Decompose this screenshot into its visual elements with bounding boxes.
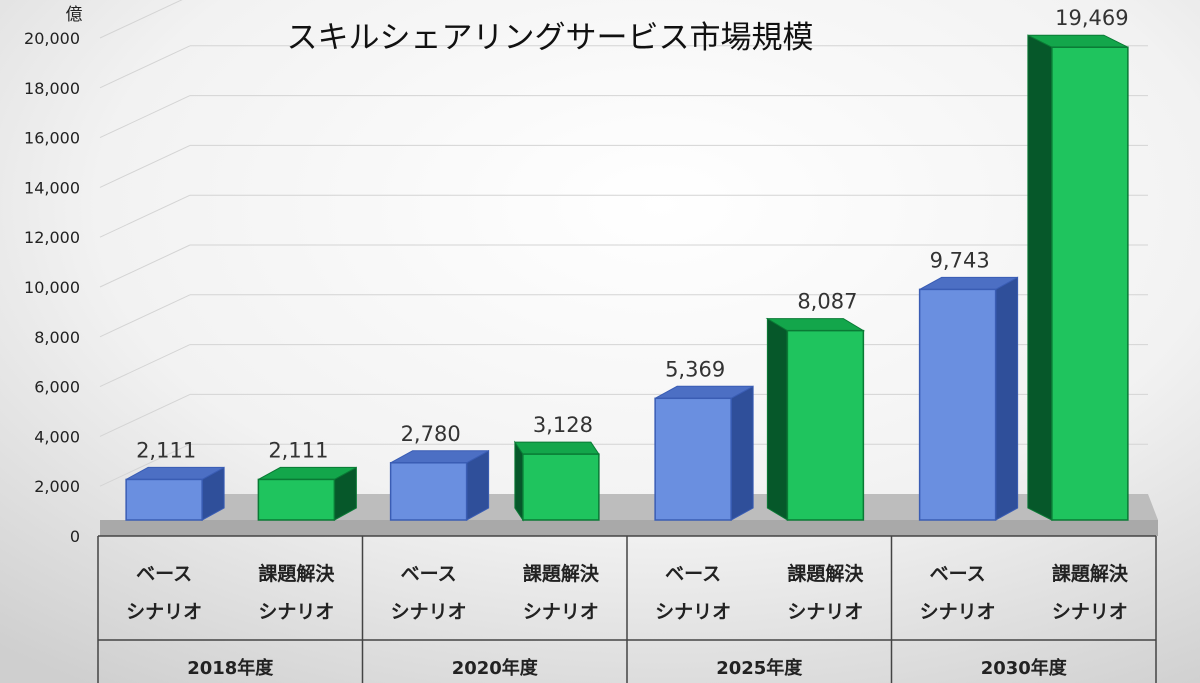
- y-axis-unit-label: 億: [66, 5, 83, 25]
- chart-floor: [100, 494, 1158, 536]
- category-label: シナリオ: [126, 601, 202, 623]
- bar-solution-1: [513, 440, 600, 522]
- bar-front-face: [1051, 46, 1129, 521]
- bar-front-face: [522, 453, 600, 521]
- data-label: 9,743: [930, 248, 990, 272]
- data-label: 8,087: [797, 290, 857, 314]
- category-label: 課題解決: [258, 562, 335, 585]
- bar-side-face: [514, 440, 524, 522]
- gridline-diagonal: [99, 0, 183, 39]
- bar-front-face: [389, 462, 468, 521]
- bar-solution-0: [257, 466, 357, 521]
- bar-front-face: [257, 478, 336, 521]
- data-label: 2,780: [401, 422, 461, 446]
- category-label: 課題解決: [787, 562, 864, 585]
- bar-front-face: [654, 397, 732, 521]
- bar-base-3: [918, 276, 1019, 521]
- category-label: シナリオ: [258, 601, 334, 623]
- y-tick-label: 12,000: [24, 228, 80, 247]
- bar-side-face: [995, 276, 1019, 521]
- group-label: 2025年度: [716, 657, 803, 679]
- gridline-diagonal: [99, 344, 191, 388]
- bar-side-face: [730, 385, 754, 521]
- data-label: 2,111: [268, 438, 328, 462]
- gridline-diagonal: [99, 294, 191, 338]
- y-tick-label: 14,000: [24, 178, 80, 197]
- category-label: ベース: [930, 563, 986, 585]
- category-label: シナリオ: [1052, 601, 1128, 623]
- group-label: 2018年度: [187, 657, 274, 679]
- bar-solution-3: [1027, 34, 1129, 521]
- gridline-diagonal: [99, 194, 191, 238]
- category-label: シナリオ: [523, 601, 599, 623]
- gridline-diagonal: [99, 443, 191, 487]
- gridline-diagonal: [99, 95, 191, 139]
- category-label: 課題解決: [523, 562, 600, 585]
- category-label: ベース: [136, 563, 192, 585]
- category-label: ベース: [401, 563, 457, 585]
- bar-side-face: [1027, 34, 1053, 521]
- y-tick-label: 2,000: [34, 477, 80, 496]
- bar-top-face: [513, 441, 600, 455]
- y-tick-label: 4,000: [34, 427, 80, 446]
- category-label: シナリオ: [391, 601, 467, 623]
- bar-front-face: [918, 288, 997, 521]
- y-tick-label: 18,000: [24, 79, 80, 98]
- y-tick-label: 6,000: [34, 378, 80, 397]
- category-label: ベース: [665, 563, 721, 585]
- category-label: シナリオ: [787, 601, 863, 623]
- group-label: 2020年度: [452, 657, 539, 679]
- bar-solution-2: [765, 317, 866, 521]
- bar-base-1: [389, 449, 490, 521]
- y-tick-label: 8,000: [34, 328, 80, 347]
- floor-edge: [100, 520, 1158, 536]
- gridline-diagonal: [99, 244, 191, 288]
- y-tick-label: 20,000: [24, 29, 80, 48]
- data-label: 19,469: [1055, 6, 1128, 30]
- bar-base-0: [125, 466, 225, 521]
- bar-front-face: [786, 329, 865, 521]
- bar-front-face: [125, 478, 203, 521]
- data-labels: 2,111 2,780 5,369 9,743 2,111 3,128 8,087 19,46…: [136, 6, 1129, 462]
- category-label: シナリオ: [920, 601, 996, 623]
- y-tick-label: 16,000: [24, 129, 80, 148]
- bar-side-face: [766, 317, 788, 521]
- group-label: 2030年度: [981, 657, 1068, 679]
- gridline-diagonal: [99, 144, 191, 188]
- data-label: 2,111: [136, 438, 196, 462]
- bars: [125, 34, 1129, 522]
- y-tick-label: 0: [70, 527, 80, 546]
- category-label: シナリオ: [655, 601, 731, 623]
- category-label: 課題解決: [1052, 562, 1129, 585]
- data-label: 3,128: [533, 413, 593, 437]
- bar-base-2: [654, 385, 754, 521]
- y-tick-label: 10,000: [24, 278, 80, 297]
- y-axis: 0 2,000 4,000 6,000 8,000 10,000 12,000 14,000 1…: [24, 29, 80, 546]
- data-label: 5,369: [665, 357, 725, 381]
- gridline-diagonal: [99, 45, 191, 89]
- chart-title: スキルシェアリングサービス市場規模: [287, 20, 814, 56]
- gridline-diagonal: [99, 393, 191, 437]
